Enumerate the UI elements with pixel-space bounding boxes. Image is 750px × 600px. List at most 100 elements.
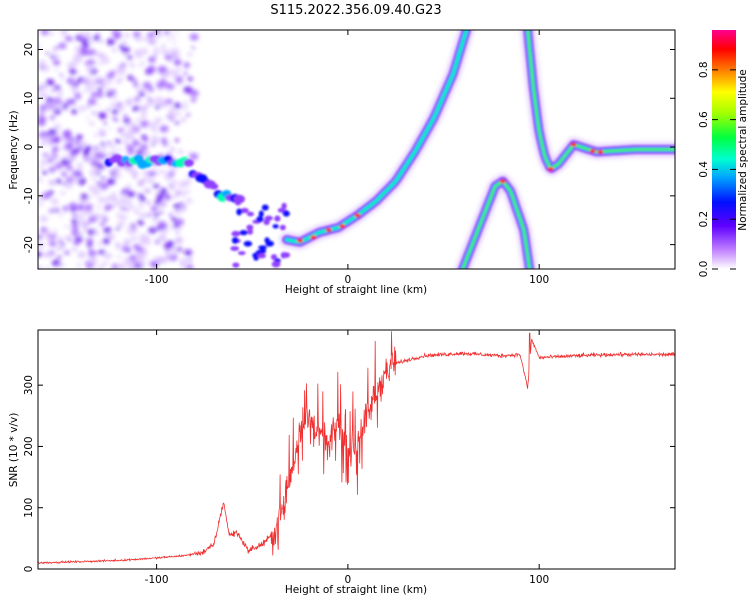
noise-speck bbox=[123, 114, 128, 118]
noise-speck bbox=[63, 133, 72, 141]
noise-speck bbox=[48, 133, 55, 139]
noise-speck bbox=[71, 219, 79, 225]
noise-speck bbox=[88, 195, 93, 199]
noise-speck bbox=[167, 253, 173, 258]
noise-speck bbox=[113, 117, 119, 122]
noise-speck bbox=[114, 164, 123, 172]
noise-speck bbox=[185, 263, 194, 269]
noise-speck bbox=[123, 133, 130, 139]
noise-speck bbox=[167, 83, 175, 90]
noise-speck bbox=[159, 125, 169, 133]
noise-speck bbox=[64, 35, 73, 42]
noise-speck bbox=[148, 56, 157, 63]
noise-speck bbox=[71, 79, 78, 85]
transition-blob bbox=[239, 230, 248, 236]
noise-speck bbox=[78, 232, 84, 237]
ridge-main-arc-core bbox=[285, 30, 468, 244]
noise-speck bbox=[72, 92, 78, 96]
noise-speck bbox=[189, 152, 199, 161]
noise-speck bbox=[95, 91, 104, 98]
noise-speck bbox=[84, 204, 93, 211]
noise-speck bbox=[62, 181, 66, 185]
noise-speck bbox=[68, 202, 78, 209]
noise-speck bbox=[69, 99, 76, 104]
noise-speck bbox=[125, 98, 135, 106]
noise-speck bbox=[76, 263, 82, 268]
noise-speck bbox=[91, 177, 97, 181]
noise-speck bbox=[136, 197, 142, 201]
noise-speck bbox=[115, 243, 120, 247]
noise-speck bbox=[110, 70, 116, 75]
hot-spot bbox=[547, 167, 554, 172]
noise-speck bbox=[76, 213, 84, 220]
spectrogram-xtick-label: -100 bbox=[145, 274, 169, 286]
spectrogram-ytick-label: 10 bbox=[23, 92, 35, 105]
noise-speck bbox=[40, 179, 44, 183]
noise-speck bbox=[176, 191, 181, 195]
transition-blob bbox=[247, 228, 254, 235]
noise-speck bbox=[38, 59, 47, 67]
transition-blob bbox=[264, 237, 270, 244]
noise-speck bbox=[38, 131, 48, 138]
noise-speck bbox=[170, 246, 179, 253]
noise-speck bbox=[55, 245, 63, 251]
noise-speck bbox=[146, 201, 151, 205]
noise-speck bbox=[128, 56, 133, 60]
noise-speck bbox=[187, 151, 192, 155]
noise-speck bbox=[103, 226, 112, 234]
noise-speck bbox=[173, 203, 182, 210]
noise-speck bbox=[87, 69, 94, 74]
noise-speck bbox=[100, 141, 105, 146]
noise-speck bbox=[118, 213, 128, 221]
noise-speck bbox=[113, 48, 118, 52]
noise-speck bbox=[38, 202, 44, 207]
noise-speck bbox=[98, 62, 103, 66]
noise-speck bbox=[106, 91, 113, 98]
snr-panel: -100 0 100 0 100 200 300 Height of straight li… bbox=[8, 329, 676, 596]
noise-speck bbox=[117, 254, 122, 259]
noise-speck bbox=[117, 76, 124, 83]
noise-speck bbox=[53, 228, 58, 232]
noise-speck bbox=[55, 178, 62, 184]
noise-speck bbox=[159, 256, 169, 264]
noise-speck bbox=[175, 121, 180, 125]
noise-speck bbox=[102, 217, 109, 222]
noise-speck bbox=[145, 95, 151, 100]
noise-speck bbox=[96, 241, 103, 246]
transition-blob bbox=[258, 210, 264, 218]
noise-speck bbox=[48, 142, 54, 147]
noise-speck bbox=[154, 239, 161, 245]
noise-speck bbox=[62, 155, 69, 160]
noise-speck bbox=[173, 58, 182, 66]
noise-speck bbox=[159, 169, 166, 175]
noise-speck bbox=[71, 169, 81, 178]
noise-speck bbox=[44, 266, 50, 269]
noise-speck bbox=[50, 55, 56, 60]
noise-speck bbox=[182, 205, 187, 209]
noise-speck bbox=[148, 121, 153, 125]
noise-speck bbox=[58, 42, 67, 50]
noise-speck bbox=[49, 115, 56, 120]
noise-speck bbox=[122, 52, 128, 57]
transition-blob bbox=[236, 208, 243, 216]
transition-blob bbox=[253, 256, 259, 261]
colorbar-tick-label: 0.4 bbox=[698, 161, 710, 178]
noise-speck bbox=[142, 81, 152, 90]
noise-speck bbox=[153, 212, 160, 218]
noise-speck bbox=[130, 63, 136, 69]
noise-speck bbox=[74, 35, 82, 41]
colorbar-tick-label: 0.8 bbox=[698, 61, 710, 78]
spectrogram-heatmap bbox=[38, 30, 675, 269]
noise-speck bbox=[136, 219, 145, 226]
snr-axes: -100 0 100 0 100 200 300 bbox=[23, 330, 675, 586]
noise-speck bbox=[140, 114, 147, 120]
noise-speck bbox=[90, 150, 97, 156]
hot-spot bbox=[310, 235, 317, 240]
noise-speck bbox=[87, 259, 94, 264]
noise-speck bbox=[161, 49, 170, 56]
noise-speck bbox=[99, 149, 105, 154]
noise-speck bbox=[123, 126, 128, 130]
noise-speck bbox=[163, 225, 168, 229]
noise-speck bbox=[45, 96, 53, 103]
